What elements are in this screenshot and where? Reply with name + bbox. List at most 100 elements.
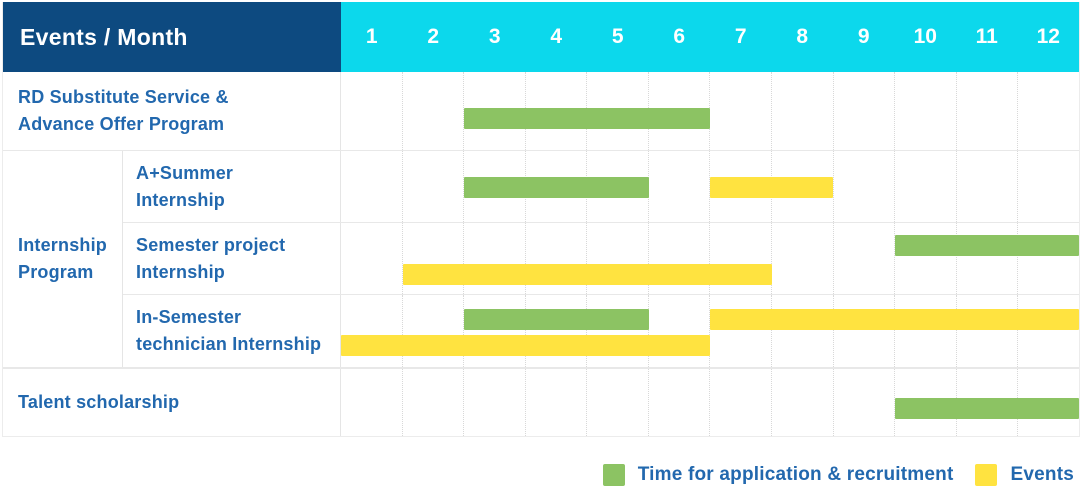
gantt-bar-application bbox=[464, 108, 710, 129]
table-row: Semester project Internship bbox=[123, 222, 1079, 294]
month-header-9: 9 bbox=[857, 25, 870, 48]
row-label: Semester project Internship bbox=[123, 223, 341, 294]
month-header-8: 8 bbox=[796, 25, 809, 48]
month-cell bbox=[955, 223, 1018, 294]
month-cell bbox=[341, 295, 402, 367]
month-cell bbox=[1017, 72, 1079, 150]
month-cell bbox=[709, 369, 771, 436]
month-cell bbox=[341, 223, 402, 294]
month-cell bbox=[401, 151, 464, 222]
gantt-bar-events bbox=[341, 335, 710, 356]
month-cell bbox=[401, 369, 464, 436]
gantt-bar-application bbox=[894, 398, 1079, 419]
month-cell bbox=[463, 72, 525, 150]
gantt-bar-events bbox=[402, 264, 772, 285]
month-cell bbox=[524, 223, 587, 294]
month-cell bbox=[894, 223, 956, 294]
month-cell bbox=[955, 151, 1018, 222]
legend-item-application: Time for application & recruitment bbox=[602, 464, 954, 486]
month-cell bbox=[586, 295, 648, 367]
month-cell bbox=[341, 151, 402, 222]
month-cell bbox=[832, 72, 895, 150]
month-header-12: 12 bbox=[1036, 25, 1060, 48]
gantt-bar-application bbox=[894, 235, 1079, 256]
table-body: RD Substitute Service & Advance Offer Pro… bbox=[3, 72, 1079, 436]
month-header-11: 11 bbox=[975, 25, 998, 48]
month-cell bbox=[771, 223, 833, 294]
month-header-10: 10 bbox=[913, 25, 937, 48]
month-header: 1 2 3 4 5 6 7 8 9 10 11 12 bbox=[341, 2, 1079, 72]
month-cell bbox=[524, 369, 587, 436]
gantt-bar-events bbox=[710, 177, 833, 198]
row-timeline bbox=[341, 72, 1079, 150]
row-label: A+Summer Internship bbox=[123, 151, 341, 222]
month-cell bbox=[463, 151, 525, 222]
month-cell bbox=[771, 72, 833, 150]
row-timeline bbox=[341, 295, 1079, 367]
row-group-internship-program: Internship Program A+Summer Internship Semes… bbox=[3, 150, 1079, 368]
month-cell bbox=[771, 295, 833, 367]
table-header-row: Events / Month 1 2 3 4 5 6 7 8 9 10 11 12 bbox=[3, 2, 1079, 72]
row-label: Talent scholarship bbox=[3, 369, 341, 436]
month-cell bbox=[1017, 223, 1079, 294]
table-title: Events / Month bbox=[3, 2, 341, 72]
month-cell bbox=[709, 223, 771, 294]
legend-label: Events bbox=[1010, 464, 1074, 485]
table-row: In-Semester technician Internship bbox=[123, 294, 1079, 367]
month-cell bbox=[771, 369, 833, 436]
legend-swatch-events bbox=[975, 464, 998, 486]
month-cell bbox=[894, 72, 956, 150]
legend: Time for application & recruitment Events bbox=[602, 464, 1074, 486]
month-cell bbox=[832, 223, 895, 294]
legend-item-events: Events bbox=[975, 464, 1074, 486]
table-row: A+Summer Internship bbox=[123, 151, 1079, 222]
row-timeline bbox=[341, 151, 1079, 222]
month-cell bbox=[832, 369, 895, 436]
month-header-7: 7 bbox=[734, 25, 747, 48]
gantt-bar-events bbox=[710, 309, 1079, 330]
table-row: RD Substitute Service & Advance Offer Pro… bbox=[3, 72, 1079, 150]
row-label: In-Semester technician Internship bbox=[123, 295, 341, 367]
month-cell bbox=[1017, 295, 1079, 367]
month-cell bbox=[401, 223, 464, 294]
month-header-1: 1 bbox=[365, 25, 378, 48]
month-cell bbox=[341, 72, 402, 150]
month-cell bbox=[894, 151, 956, 222]
gantt-bar-application bbox=[464, 309, 649, 330]
month-cell bbox=[647, 369, 710, 436]
group-label: Internship Program bbox=[3, 151, 123, 367]
legend-swatch-application bbox=[602, 464, 625, 486]
month-cell bbox=[894, 295, 956, 367]
month-cell bbox=[1017, 151, 1079, 222]
month-cell bbox=[463, 295, 525, 367]
month-cell bbox=[832, 295, 895, 367]
gantt-bar-application bbox=[464, 177, 649, 198]
row-label: RD Substitute Service & Advance Offer Pro… bbox=[3, 72, 341, 150]
group-rows: A+Summer Internship Semester project Intern… bbox=[123, 151, 1079, 367]
month-header-4: 4 bbox=[550, 25, 563, 48]
table-row: Talent scholarship bbox=[3, 368, 1079, 436]
month-cell bbox=[401, 295, 464, 367]
month-header-2: 2 bbox=[427, 25, 440, 48]
legend-label: Time for application & recruitment bbox=[637, 464, 954, 485]
month-cell bbox=[647, 223, 710, 294]
events-month-table: Events / Month 1 2 3 4 5 6 7 8 9 10 11 12 RD Substi… bbox=[2, 2, 1080, 437]
month-header-5: 5 bbox=[611, 25, 624, 48]
month-cell bbox=[463, 369, 525, 436]
row-timeline bbox=[341, 223, 1079, 294]
month-cell bbox=[401, 72, 464, 150]
month-cell bbox=[586, 223, 648, 294]
month-cell bbox=[341, 369, 402, 436]
month-cell bbox=[709, 151, 771, 222]
month-header-3: 3 bbox=[488, 25, 501, 48]
month-cell bbox=[647, 295, 710, 367]
month-cell bbox=[832, 151, 895, 222]
month-cell bbox=[709, 72, 771, 150]
month-cell bbox=[955, 72, 1018, 150]
month-cell bbox=[524, 295, 587, 367]
month-cell bbox=[586, 369, 648, 436]
month-cell bbox=[955, 295, 1018, 367]
month-cell bbox=[463, 223, 525, 294]
month-cell bbox=[709, 295, 771, 367]
